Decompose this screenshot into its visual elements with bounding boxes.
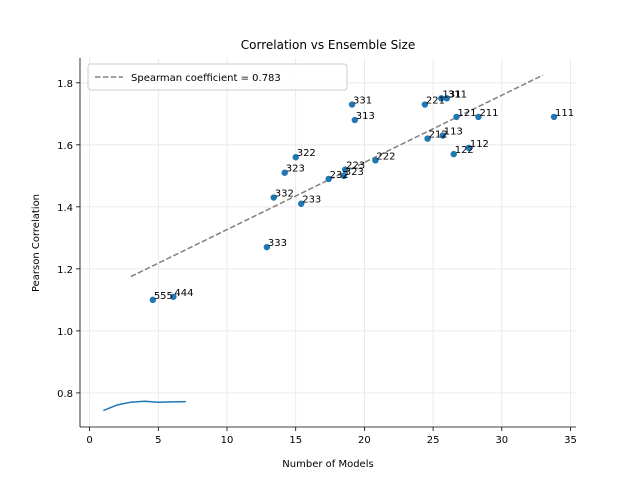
point-label: 112 [470, 139, 489, 150]
point-label: 233 [302, 195, 321, 206]
y-tick-label: 1.8 [57, 79, 73, 90]
data-point [439, 132, 446, 139]
point-label: 212 [429, 130, 448, 141]
point-label: 323 [345, 167, 364, 178]
y-axis-label: Pearson Correlation [31, 194, 42, 292]
point-label: 323 [286, 164, 305, 175]
legend: Spearman coefficient = 0.783 [87, 63, 348, 91]
point-label: 221 [426, 96, 445, 107]
legend-entry-label: Spearman coefficient = 0.783 [131, 73, 281, 84]
x-tick-label: 0 [86, 435, 92, 446]
data-point [298, 200, 305, 207]
axes [79, 58, 576, 428]
curve-line [103, 400, 186, 412]
data-point [443, 95, 451, 102]
point-label: 111 [555, 108, 574, 119]
scatter-points [149, 95, 558, 304]
point-label: 222 [376, 151, 395, 162]
data-point [292, 154, 299, 161]
point-label: 311 [448, 89, 467, 100]
point-label: 322 [297, 148, 316, 159]
x-tick-label: 25 [427, 435, 440, 446]
data-point [263, 243, 271, 251]
x-tick-label: 30 [495, 435, 508, 446]
point-label: 121 [457, 108, 476, 119]
x-axis-label: Number of Models [282, 459, 373, 470]
data-point [421, 101, 429, 108]
x-tick-label: 5 [155, 435, 161, 446]
data-point [453, 113, 460, 121]
trend-line-series [130, 74, 544, 278]
point-label: 122 [455, 145, 474, 156]
y-tick-label: 0.8 [57, 389, 73, 400]
data-point [475, 113, 482, 121]
point-label: 331 [353, 96, 372, 107]
data-point [450, 150, 457, 158]
x-tick-label: 15 [289, 435, 302, 446]
data-point [325, 175, 332, 183]
point-label: 223 [346, 161, 365, 172]
legend-box [87, 63, 348, 91]
x-tick-label: 35 [564, 435, 577, 446]
data-point [340, 172, 348, 180]
point-label: 555 [154, 291, 173, 302]
ticks: 0 5 10 15 20 25 30 35 0.8 1.0 1.2 1.4 1.6 1.8 [57, 79, 577, 446]
point-label: 211 [479, 108, 498, 119]
data-point [351, 116, 358, 124]
data-point [170, 293, 177, 300]
data-point [348, 101, 356, 108]
point-label: 333 [268, 238, 287, 249]
x-tick-label: 10 [221, 435, 234, 446]
data-point [149, 296, 157, 304]
data-point [281, 169, 288, 176]
point-label: 332 [275, 189, 294, 200]
data-point [550, 113, 558, 121]
data-point [270, 194, 277, 201]
chart-title: Correlation vs Ensemble Size [241, 38, 415, 52]
point-label: 131 [442, 89, 461, 100]
x-tick-label: 20 [358, 435, 371, 446]
y-tick-label: 1.4 [57, 203, 73, 214]
curve-series [103, 400, 186, 412]
y-tick-label: 1.6 [57, 141, 73, 152]
point-labels: 555 4443333322333233222323232232223313132… [154, 89, 574, 302]
point-label: 313 [356, 111, 375, 122]
trend-line [130, 74, 544, 278]
y-tick-label: 1.2 [57, 265, 73, 276]
data-point [438, 95, 445, 102]
point-label: 113 [444, 127, 463, 138]
point-label: 444 [174, 288, 193, 299]
data-point [372, 157, 379, 164]
data-point [341, 166, 349, 173]
data-point [465, 144, 473, 152]
data-point [424, 135, 431, 142]
point-label: 232 [330, 170, 349, 181]
y-tick-label: 1.0 [57, 327, 73, 338]
